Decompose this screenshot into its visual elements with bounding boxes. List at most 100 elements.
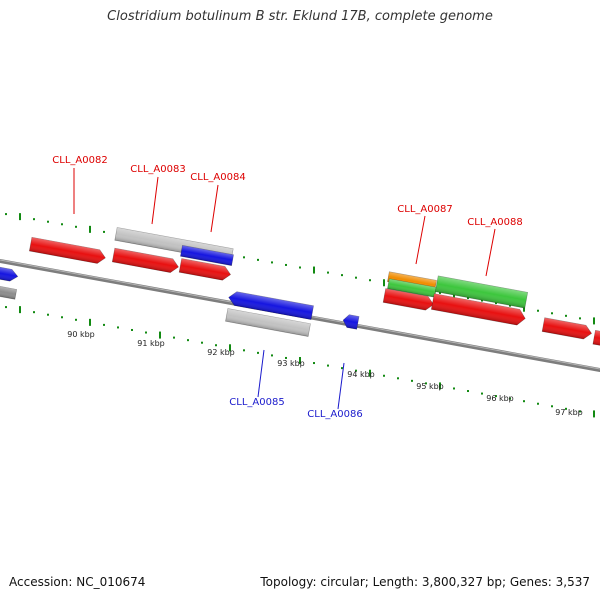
gene-label-cll-a0082[interactable]: CLL_A0082 — [52, 155, 107, 166]
cds-cll-a0082[interactable] — [29, 236, 106, 265]
tick-mark-minor — [355, 369, 357, 372]
tick-mark-minor — [565, 407, 567, 410]
cds-cll-a0088-green[interactable] — [434, 275, 529, 309]
cds-cll-a0086-shading — [343, 314, 360, 330]
scale-label-93: 93 kbp — [277, 359, 305, 368]
cds-red-right[interactable] — [541, 317, 593, 341]
cds-red-edge[interactable] — [592, 329, 600, 347]
cds-cll-a0087-green-shading — [387, 278, 437, 298]
cds-cll-a0088-green-shading — [435, 275, 528, 309]
tick-mark-minor — [257, 258, 259, 261]
tick-mark-minor — [523, 400, 525, 403]
cds-grey-left-shading — [0, 284, 17, 300]
scale-label-97: 97 kbp — [555, 408, 583, 417]
tick-mark-minor — [551, 312, 553, 315]
tick-mark-minor — [537, 309, 539, 312]
gene-label-cll-a0088[interactable]: CLL_A0088 — [467, 217, 522, 228]
cds-cll-a0085[interactable] — [227, 290, 314, 320]
cds-cll-a0085-shading — [228, 291, 314, 320]
tick-mark-minor — [145, 331, 147, 334]
tick-mark-minor — [285, 263, 287, 266]
scale-label-90: 90 kbp — [67, 330, 95, 339]
gene-label-cll-a0087[interactable]: CLL_A0087 — [397, 204, 452, 215]
tick-mark-minor — [61, 316, 63, 319]
label-leader-line — [485, 228, 496, 277]
tick-mark-minor — [33, 311, 35, 314]
cds-cll-a0084[interactable] — [178, 258, 232, 282]
cds-cll-a0085-grey[interactable] — [225, 308, 311, 337]
cds-cll-a0086[interactable] — [342, 314, 360, 330]
tick-mark-minor — [103, 230, 105, 233]
gene-label-cll-a0085[interactable]: CLL_A0085 — [229, 397, 284, 408]
tick-mark-minor — [327, 271, 329, 274]
tick-mark-minor — [243, 349, 245, 352]
tick-mark-minor — [47, 313, 49, 316]
cds-red-edge-shading — [592, 330, 600, 347]
cds-red-right-shading — [542, 317, 592, 340]
genome-title: Clostridium botulinum B str. Eklund 17B,… — [107, 9, 493, 24]
tick-mark-minor — [117, 326, 119, 329]
tick-mark-minor — [495, 302, 497, 305]
tick-mark-minor — [411, 379, 413, 382]
tick-mark-minor — [285, 356, 287, 359]
tick-mark-minor — [425, 382, 427, 385]
tick-mark-minor — [47, 220, 49, 223]
tick-mark-minor — [201, 341, 203, 344]
tick-mark-minor — [257, 351, 259, 354]
label-leaders — [73, 168, 496, 410]
tick-mark-minor — [383, 374, 385, 377]
tick-mark-minor — [355, 276, 357, 279]
tick-mark-minor — [271, 354, 273, 357]
tick-mark-minor — [327, 364, 329, 367]
tick-mark-minor — [481, 299, 483, 302]
tick-mark-minor — [187, 339, 189, 342]
scale-labels: 90 kbp 91 kbp 92 kbp 93 kbp 94 kbp 95 kb… — [67, 330, 583, 417]
topology-summary: Topology: circular; Length: 3,800,327 bp… — [260, 575, 590, 589]
tick-mark-minor — [579, 410, 581, 413]
scale-label-96: 96 kbp — [486, 394, 514, 403]
gene-label-cll-a0086[interactable]: CLL_A0086 — [307, 409, 362, 420]
scale-label-91: 91 kbp — [137, 339, 165, 348]
label-leader-line — [257, 349, 265, 398]
tick-mark-minor — [5, 306, 7, 309]
lower-tick-row — [5, 306, 595, 418]
gene-label-cll-a0083[interactable]: CLL_A0083 — [130, 164, 185, 175]
gene-label-cll-a0084[interactable]: CLL_A0084 — [190, 172, 245, 183]
tick-mark-minor — [173, 336, 175, 339]
cds-cll-a0085-grey-shading — [225, 308, 311, 337]
tick-mark-minor — [341, 274, 343, 277]
tick-mark-minor — [565, 314, 567, 317]
tick-mark-minor — [551, 405, 553, 408]
tick-mark-minor — [75, 318, 77, 321]
tick-mark-minor — [75, 225, 77, 228]
cds-cll-a0084-blue-shading — [180, 245, 234, 266]
tick-mark-minor — [509, 397, 511, 400]
cds-cll-a0084-blue[interactable] — [180, 245, 234, 266]
tick-mark-minor — [467, 390, 469, 393]
tick-mark-minor — [313, 362, 315, 365]
tick-mark-minor — [341, 367, 343, 370]
cds-cll-a0083[interactable] — [111, 247, 179, 274]
tick-mark-minor — [61, 223, 63, 226]
cds-blue-left[interactable] — [0, 265, 19, 283]
label-leader-line — [337, 362, 345, 410]
cds-cll-a0088[interactable] — [430, 293, 526, 327]
accession-text: Accession: NC_010674 — [9, 575, 146, 589]
tick-mark-minor — [243, 256, 245, 259]
tick-mark-minor — [467, 297, 469, 300]
tick-mark-minor — [33, 218, 35, 221]
scale-label-95: 95 kbp — [416, 382, 444, 391]
tick-mark-minor — [397, 377, 399, 380]
cds-cll-a0087[interactable] — [382, 288, 435, 312]
tick-mark-minor — [579, 317, 581, 320]
cds-grey-left[interactable] — [0, 284, 18, 300]
cds-cll-a0082-shading — [29, 237, 106, 264]
tick-mark-minor — [103, 323, 105, 326]
label-leader-line — [210, 184, 219, 233]
label-leader-line — [415, 215, 426, 265]
tick-mark-minor — [495, 395, 497, 398]
tick-mark-minor — [481, 392, 483, 395]
scale-label-92: 92 kbp — [207, 348, 235, 357]
label-leader-line — [151, 176, 159, 225]
